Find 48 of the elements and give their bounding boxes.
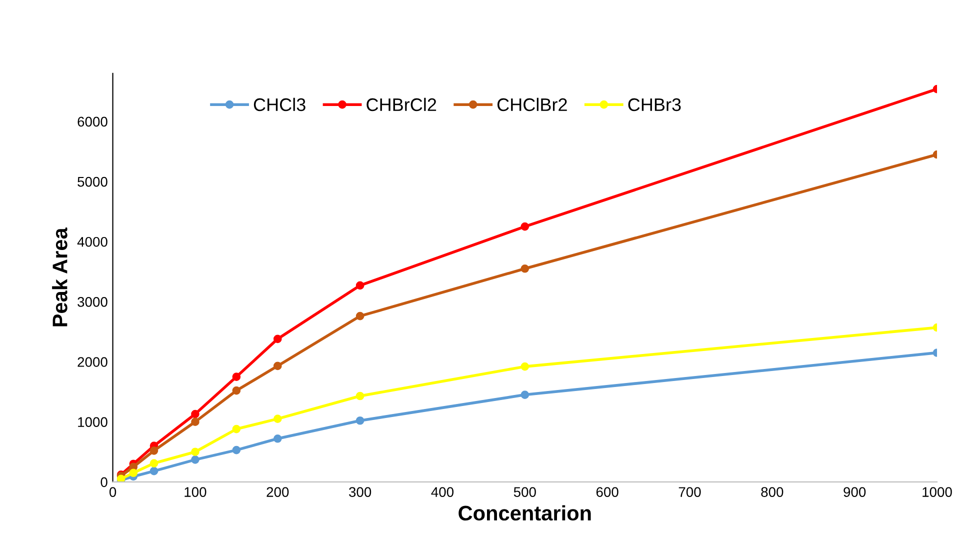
point bbox=[191, 418, 200, 426]
point bbox=[520, 264, 530, 273]
point bbox=[150, 466, 158, 476]
legend-label: CHBrCl2 bbox=[366, 98, 436, 112]
x-tick-label: 0 bbox=[109, 487, 116, 497]
x-tick-label: 500 bbox=[514, 487, 536, 497]
point bbox=[191, 448, 200, 456]
y-axis-title: Peak Area bbox=[52, 228, 68, 326]
y-tick-label: 5000 bbox=[78, 176, 108, 187]
point bbox=[356, 416, 364, 425]
point bbox=[232, 424, 241, 434]
point bbox=[191, 456, 200, 464]
x-tick-label: 600 bbox=[596, 487, 618, 497]
x-tick-label: 300 bbox=[349, 487, 372, 497]
point bbox=[356, 281, 364, 290]
legend-label: CHCl3 bbox=[254, 98, 306, 112]
x-axis-title: Concentarion bbox=[458, 505, 591, 521]
point bbox=[520, 390, 530, 399]
point bbox=[129, 468, 138, 478]
point bbox=[232, 372, 241, 381]
x-tick-label: 200 bbox=[266, 487, 289, 497]
point bbox=[232, 386, 241, 395]
x-tick-label: 1000 bbox=[922, 487, 952, 497]
x-tick-label: 800 bbox=[761, 487, 784, 497]
point bbox=[520, 222, 530, 231]
x-tick-label: 700 bbox=[678, 487, 701, 497]
y-tick-label: 1000 bbox=[78, 417, 108, 427]
y-tick-label: 0 bbox=[100, 477, 108, 488]
y-tick-label: 3000 bbox=[78, 297, 108, 307]
y-tick-label: 4000 bbox=[77, 236, 108, 247]
point bbox=[150, 446, 158, 455]
point bbox=[356, 312, 364, 320]
y-tick-label: 6000 bbox=[78, 116, 108, 127]
point bbox=[273, 334, 282, 344]
y-tick-label: 2000 bbox=[78, 357, 108, 367]
point bbox=[191, 410, 200, 418]
point bbox=[232, 446, 241, 454]
x-tick-label: 100 bbox=[184, 487, 206, 497]
point bbox=[356, 392, 364, 400]
point bbox=[273, 414, 282, 423]
x-tick-label: 400 bbox=[431, 487, 454, 497]
legend-label: CHClBr2 bbox=[497, 98, 567, 112]
point bbox=[520, 362, 530, 371]
x-tick-label: 900 bbox=[844, 487, 866, 497]
point bbox=[273, 434, 282, 443]
legend-label: CHBr3 bbox=[628, 98, 681, 112]
point bbox=[273, 362, 282, 370]
point bbox=[150, 459, 158, 468]
